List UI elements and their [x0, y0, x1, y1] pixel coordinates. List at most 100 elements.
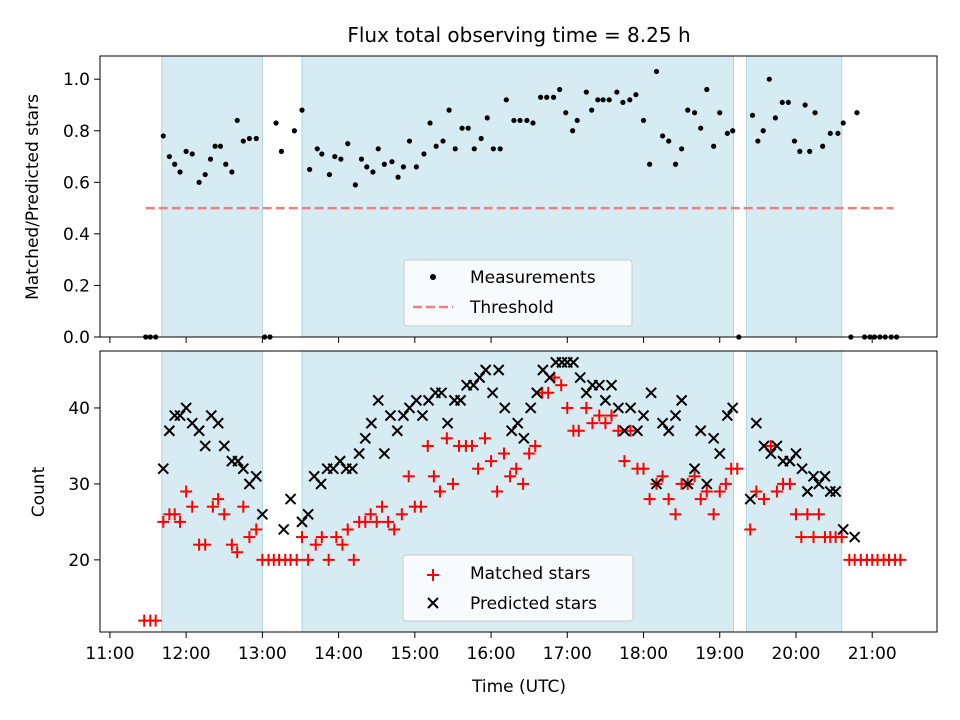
measurement-point: [840, 120, 846, 126]
measurement-point: [627, 97, 633, 103]
predicted-star-marker: [397, 409, 410, 422]
matched-star-marker: [330, 531, 343, 544]
marker-stroke: [605, 379, 618, 391]
predicted-star-marker: [212, 417, 224, 429]
measurement-point: [440, 138, 446, 144]
measurement-point: [730, 128, 736, 134]
marker-stroke: [813, 478, 825, 490]
marker-stroke: [441, 417, 454, 429]
predicted-star-marker: [480, 364, 492, 376]
marker-stroke: [302, 508, 314, 520]
predicted-star-marker: [378, 447, 391, 460]
matched-star-marker: [593, 409, 606, 422]
marker-stroke: [353, 447, 365, 460]
measurement-point: [400, 164, 406, 170]
predicted-star-marker: [505, 425, 518, 437]
predicted-star-marker: [391, 425, 404, 437]
marker-stroke: [524, 402, 537, 414]
measurement-point: [691, 110, 698, 116]
marker-stroke: [180, 402, 192, 414]
marker-stroke: [416, 409, 429, 422]
matched-star-marker: [580, 401, 593, 414]
predicted-star-marker: [518, 432, 530, 445]
marker-stroke: [296, 516, 308, 528]
predicted-star-marker: [807, 470, 820, 483]
matched-star-marker: [359, 515, 372, 528]
matched-star-marker: [421, 439, 434, 452]
predicted-star-marker: [486, 387, 499, 399]
predicted-star-marker: [174, 409, 186, 422]
predicted-star-marker: [701, 478, 713, 490]
matched-star-marker: [789, 508, 802, 521]
measurement-point: [166, 153, 172, 160]
measurement-point: [299, 107, 305, 113]
marker-stroke: [726, 402, 739, 414]
predicted-star-marker: [790, 447, 802, 460]
measurement-point: [338, 156, 344, 162]
marker-stroke: [567, 356, 580, 369]
matched-star-marker: [812, 508, 825, 521]
measurement-point: [835, 130, 841, 136]
marker-stroke: [359, 432, 371, 445]
x-tick-label: 11:00: [85, 644, 134, 664]
marker-stroke: [473, 371, 486, 384]
y-tick-label: 0.0: [63, 328, 90, 348]
marker-stroke: [637, 409, 650, 422]
predicted-star-marker: [682, 478, 694, 490]
predicted-star-marker: [372, 394, 384, 407]
measurement-point: [172, 161, 178, 167]
measurement-point: [484, 115, 490, 121]
measurement-point: [517, 117, 523, 124]
predicted-star-marker: [512, 417, 524, 429]
measurement-point: [574, 117, 580, 124]
matched-star-marker: [783, 477, 796, 490]
measurement-point: [666, 138, 672, 144]
matched-star-marker: [529, 439, 542, 452]
measurement-point: [698, 125, 704, 131]
predicted-star-marker: [656, 417, 669, 429]
marker-stroke: [744, 493, 756, 505]
matched-star-marker: [440, 432, 453, 445]
predicted-star-marker: [669, 409, 682, 422]
predicted-star-marker: [580, 387, 593, 399]
predicted-star-marker: [631, 425, 644, 437]
measurement-point: [326, 171, 333, 178]
matched-star-marker: [894, 553, 907, 566]
measurement-point: [381, 161, 387, 167]
predicted-star-marker: [574, 371, 586, 384]
matched-star-marker: [618, 455, 631, 468]
marker-stroke: [365, 417, 378, 429]
y-tick-label: 0.6: [63, 173, 90, 193]
measurement-point: [760, 128, 766, 134]
matched-star-marker: [498, 447, 511, 460]
marker-stroke: [682, 478, 694, 490]
x-tick-label: 16:00: [467, 644, 516, 664]
measurement-point: [446, 107, 452, 113]
matched-star-marker: [694, 493, 707, 506]
marker-stroke: [618, 425, 631, 437]
predicted-star-marker: [499, 402, 511, 414]
predicted-star-marker: [675, 394, 688, 407]
marker-stroke: [574, 371, 586, 384]
measurement-point: [471, 146, 477, 152]
predicted-star-marker: [801, 485, 814, 498]
predicted-star-marker: [837, 523, 849, 536]
top-y-ticks: 0.0 0.2 0.4 0.6 0.8 1.0: [63, 70, 100, 348]
predicted-star-marker: [544, 371, 556, 384]
x-tick-label: 19:00: [695, 644, 744, 664]
measurement-point: [672, 161, 679, 167]
marker-stroke: [807, 470, 820, 483]
measurement-point: [189, 151, 195, 157]
marker-stroke: [829, 485, 842, 498]
measurement-point: [570, 128, 576, 134]
measurement-point: [785, 99, 791, 106]
marker-stroke: [688, 463, 701, 475]
marker-stroke: [631, 425, 644, 437]
matched-star-marker: [376, 500, 389, 513]
matched-star-marker: [180, 485, 193, 498]
measurement-point: [797, 148, 803, 154]
predicted-star-marker: [829, 485, 842, 498]
matched-star-marker: [688, 470, 701, 483]
y-tick-label: 0.8: [63, 122, 90, 142]
predicted-star-marker: [473, 371, 486, 384]
